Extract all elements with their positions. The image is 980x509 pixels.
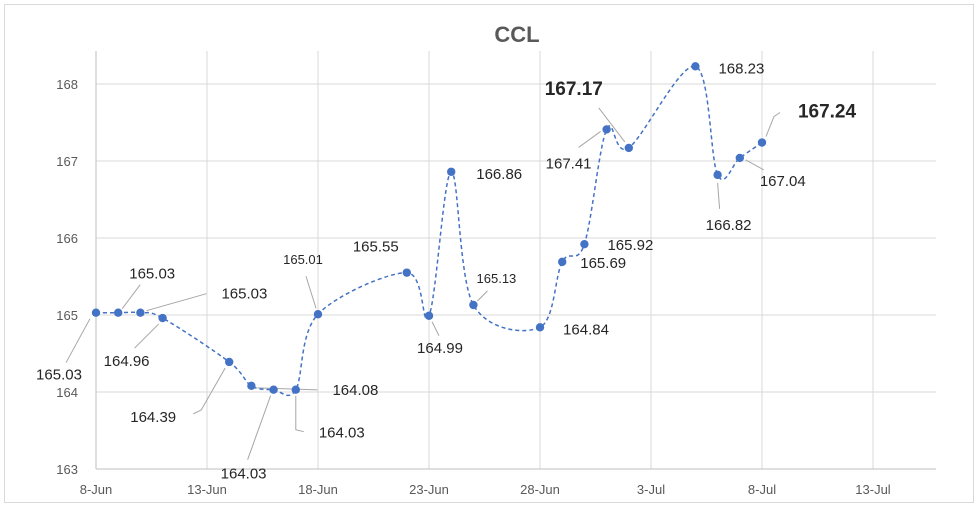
x-tick-label: 3-Jul (637, 482, 665, 497)
data-label: 167.41 (546, 155, 592, 172)
x-tick-label: 8-Jun (80, 482, 113, 497)
data-point (158, 313, 167, 323)
y-tick-label: 167 (56, 154, 78, 169)
label-leader-line (146, 293, 207, 312)
data-point (91, 308, 101, 317)
x-tick-label: 13-Jun (187, 482, 227, 497)
data-point (291, 385, 300, 394)
data-label: 165.01 (283, 252, 323, 267)
data-label: 167.17 (545, 79, 603, 100)
data-point (535, 323, 545, 332)
data-label: 164.96 (104, 353, 150, 370)
data-label: 167.24 (798, 102, 857, 123)
data-point (757, 138, 767, 147)
data-points (91, 62, 767, 394)
label-leader-line (717, 182, 721, 209)
data-label: 164.39 (130, 409, 176, 426)
data-label: 165.13 (477, 271, 517, 286)
data-point (313, 310, 323, 319)
y-tick-label: 166 (56, 231, 78, 246)
data-point (691, 62, 700, 71)
x-tick-label: 8-Jul (748, 482, 776, 497)
data-label: 165.55 (353, 239, 399, 256)
label-leader-line (192, 367, 226, 415)
data-label: 164.99 (417, 340, 463, 357)
data-point (624, 143, 633, 153)
data-label: 165.92 (607, 237, 653, 254)
data-label: 164.03 (221, 466, 267, 483)
chart-title: CCL (494, 22, 539, 47)
label-leader-line (765, 112, 781, 137)
y-tick-label: 164 (56, 385, 78, 400)
data-label: 165.03 (129, 266, 175, 283)
data-point (269, 385, 278, 394)
data-point (469, 300, 478, 310)
label-leader-line (295, 395, 304, 433)
data-point (225, 357, 234, 367)
data-label: 165.03 (221, 286, 267, 303)
label-leader-line (598, 107, 626, 143)
data-label: 164.84 (563, 321, 609, 338)
label-leader-line (745, 159, 765, 171)
data-label: 167.04 (760, 173, 806, 190)
data-label: 168.23 (718, 60, 764, 77)
label-leader-line (431, 321, 440, 336)
data-label: 166.86 (476, 166, 522, 183)
label-leader-lines (65, 107, 781, 460)
y-tick-label: 165 (56, 308, 78, 323)
x-tick-label: 23-Jun (409, 482, 449, 497)
data-labels: 165.03 165.03 165.03 164.96 164.39 164.08 164.… (36, 60, 856, 482)
data-label: 164.03 (319, 425, 365, 442)
data-point (136, 308, 145, 317)
data-point (247, 381, 256, 391)
label-leader-line (578, 131, 601, 148)
data-point (713, 170, 722, 180)
y-tick-label: 168 (56, 77, 78, 92)
label-leader-line (305, 276, 317, 309)
data-point (424, 311, 434, 320)
data-point (580, 239, 589, 249)
label-leader-line (121, 284, 141, 309)
label-leader-line (247, 395, 272, 460)
y-tick-label: 163 (56, 462, 78, 477)
x-tick-label: 18-Jun (298, 482, 338, 497)
data-label: 165.03 (36, 367, 82, 384)
label-leader-line (134, 323, 159, 349)
label-leader-line (65, 318, 91, 363)
x-tick-label: 13-Jul (855, 482, 891, 497)
label-leader-line (477, 290, 488, 302)
data-point (602, 125, 611, 134)
label-leader-line (257, 387, 318, 391)
data-point (114, 308, 123, 317)
data-point (735, 153, 744, 163)
data-point (447, 167, 456, 176)
axes: 163 164 165 166 167 168 8-Jun 13-Jun 18-Jun 23-Ju… (56, 51, 936, 497)
data-label: 164.08 (332, 382, 378, 399)
data-label: 165.69 (580, 255, 626, 272)
x-tick-label: 28-Jun (520, 482, 560, 497)
data-label: 166.82 (706, 217, 752, 234)
data-point (558, 257, 567, 267)
chart-frame (4, 4, 974, 503)
data-point (402, 268, 411, 277)
